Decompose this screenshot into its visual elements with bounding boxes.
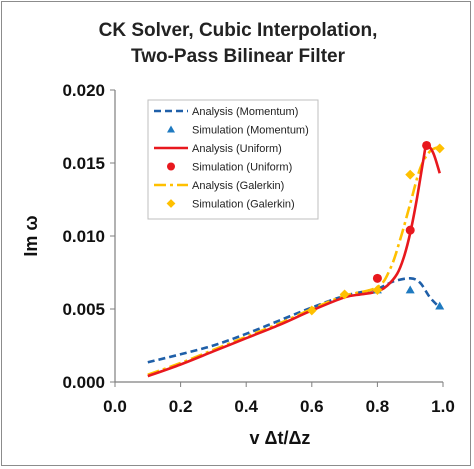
legend-box bbox=[147, 99, 319, 220]
y-tick-label: 0.000 bbox=[62, 373, 105, 392]
x-tick-label: 0.4 bbox=[234, 397, 258, 416]
data-point bbox=[405, 225, 415, 235]
legend-label: Analysis (Momentum) bbox=[192, 106, 298, 118]
legend-item: Simulation (Uniform) bbox=[167, 162, 292, 174]
axes: 0.0 0.2 0.4 0.6 0.8 1.0 0.000 0.005 0.010 0.015 0.… bbox=[62, 81, 454, 416]
series-simulation-uniform bbox=[372, 140, 432, 283]
x-tick-label: 0.8 bbox=[366, 397, 390, 416]
series-analysis-galerkin bbox=[147, 145, 441, 376]
y-axis-title: Im ω bbox=[21, 215, 41, 256]
series-line bbox=[147, 143, 441, 378]
legend: Analysis (Momentum) Simulation (Momentum)… bbox=[147, 99, 319, 220]
legend-label: Simulation (Galerkin) bbox=[192, 199, 295, 211]
y-tick-label: 0.010 bbox=[62, 227, 105, 246]
data-point bbox=[405, 285, 415, 294]
data-point bbox=[435, 301, 445, 310]
data-point bbox=[339, 289, 350, 300]
data-point bbox=[434, 143, 445, 154]
x-tick-label: 1.0 bbox=[431, 397, 455, 416]
legend-swatch bbox=[167, 125, 175, 133]
series-simulation-galerkin bbox=[306, 143, 445, 316]
legend-item: Simulation (Galerkin) bbox=[166, 199, 295, 211]
data-point bbox=[306, 305, 317, 316]
x-tick-label: 0.0 bbox=[103, 397, 127, 416]
legend-item: Analysis (Momentum) bbox=[154, 106, 298, 118]
series-analysis-uniform bbox=[147, 143, 441, 378]
series-layer bbox=[147, 140, 445, 378]
chart-title-line-2: Two-Pass Bilinear Filter bbox=[131, 46, 346, 67]
legend-label: Analysis (Uniform) bbox=[192, 143, 282, 155]
data-point bbox=[372, 285, 383, 295]
y-tick-label: 0.015 bbox=[62, 154, 105, 173]
legend-item: Simulation (Momentum) bbox=[167, 125, 309, 137]
chart-title-line-1: CK Solver, Cubic Interpolation, bbox=[99, 20, 378, 41]
data-point bbox=[422, 140, 432, 150]
series-line bbox=[147, 145, 441, 376]
legend-item: Analysis (Galerkin) bbox=[154, 180, 284, 192]
series-line bbox=[147, 277, 441, 364]
legend-swatch bbox=[167, 162, 175, 171]
x-tick-label: 0.6 bbox=[300, 397, 324, 416]
legend-label: Simulation (Momentum) bbox=[192, 125, 309, 137]
y-tick-label: 0.005 bbox=[62, 300, 105, 319]
legend-item: Analysis (Uniform) bbox=[154, 143, 282, 155]
y-tick-label: 0.020 bbox=[62, 81, 105, 100]
series-analysis-momentum bbox=[147, 277, 441, 364]
legend-label: Simulation (Uniform) bbox=[192, 162, 292, 174]
data-point bbox=[372, 273, 382, 283]
data-point bbox=[405, 169, 416, 180]
x-axis-title: v Δt/Δz bbox=[250, 428, 311, 448]
legend-swatch bbox=[166, 199, 176, 208]
legend-label: Analysis (Galerkin) bbox=[192, 180, 284, 192]
x-tick-label: 0.2 bbox=[169, 397, 193, 416]
